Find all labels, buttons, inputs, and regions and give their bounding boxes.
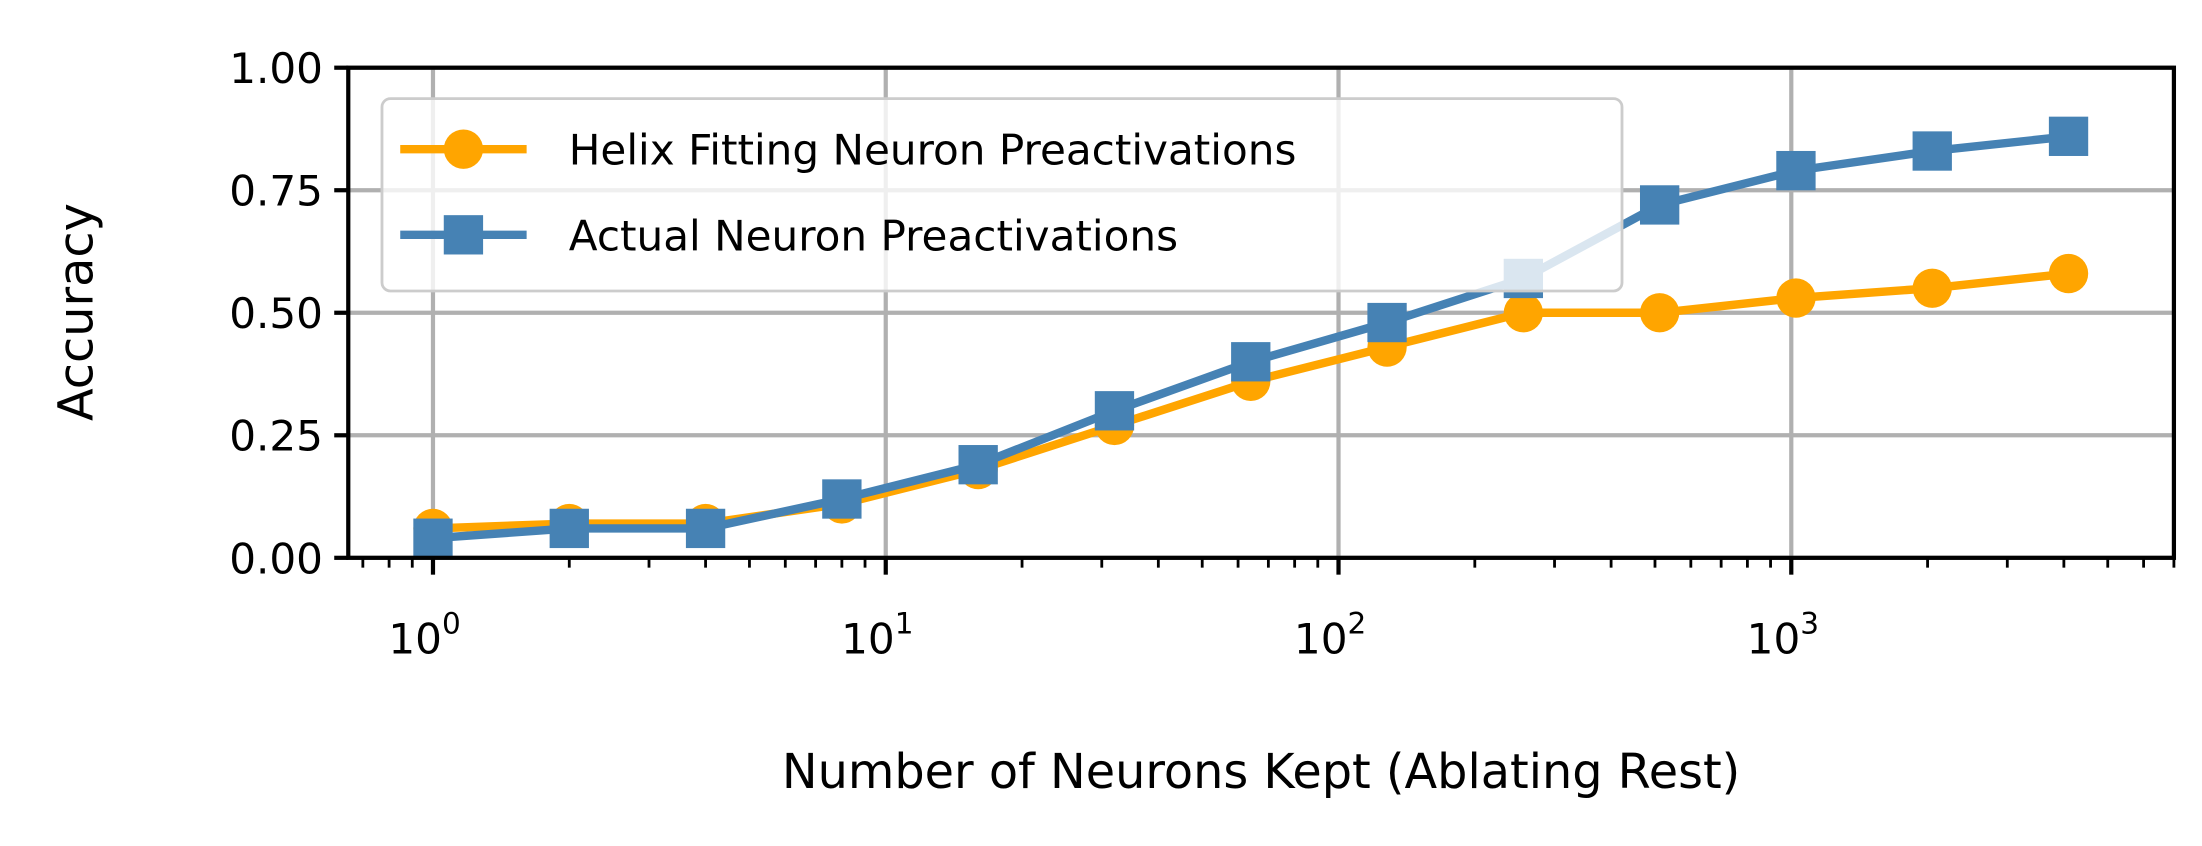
data-point (1639, 293, 1680, 333)
data-point (1503, 293, 1544, 333)
data-point (685, 508, 726, 549)
data-point (1912, 268, 1952, 308)
legend-label-helix: Helix Fitting Neuron Preactivations (569, 126, 1297, 175)
legend-label-actual: Actual Neuron Preactivations (569, 211, 1178, 260)
data-point (1639, 185, 1680, 225)
series-actual (413, 116, 2089, 558)
series-layer (413, 116, 2089, 558)
y-tick-label: 0.50 (229, 289, 323, 338)
y-axis-label: Accuracy (50, 203, 105, 421)
data-point (822, 479, 862, 519)
x-axis-label: Number of Neurons Kept (Ablating Rest) (782, 745, 1740, 800)
data-point (1776, 278, 1816, 318)
legend-marker-helix (443, 129, 484, 169)
data-point (1094, 391, 1135, 431)
data-point (413, 518, 453, 558)
x-tick-label: 102 (1294, 607, 1366, 664)
ticks: 0.00 0.25 0.50 0.75 1.00 100 101 102 103 (229, 44, 2176, 664)
y-tick-label: 0.00 (229, 534, 323, 583)
legend: Helix Fitting Neuron Preactivations Actu… (380, 97, 1624, 293)
data-point (2048, 116, 2089, 156)
legend-box (380, 97, 1624, 293)
data-point (1231, 342, 1271, 382)
data-point (1367, 302, 1407, 343)
series-helix (413, 253, 2089, 549)
data-point (549, 508, 589, 549)
data-point (1776, 150, 1816, 191)
data-point (2048, 253, 2089, 294)
data-point (958, 445, 998, 485)
y-tick-label: 0.75 (229, 167, 323, 216)
y-tick-label: 0.25 (229, 412, 323, 461)
y-tick-label: 1.00 (229, 44, 323, 93)
x-tick-label: 101 (841, 607, 913, 664)
x-tick-label: 100 (388, 607, 460, 664)
legend-marker-actual (443, 215, 484, 255)
data-point (1912, 131, 1952, 171)
x-tick-label: 103 (1747, 607, 1819, 664)
